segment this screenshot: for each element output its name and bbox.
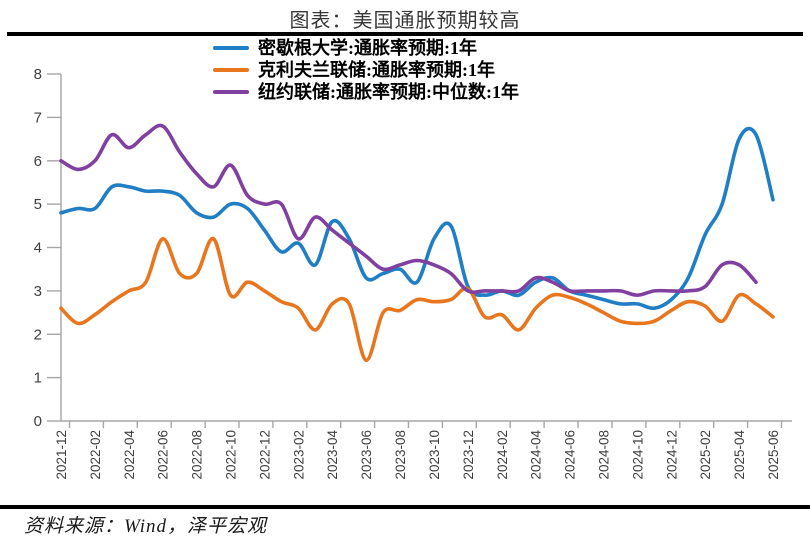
x-tick-label: 2023-06 [359, 430, 374, 480]
legend-label-nyfed: 纽约联储:通胀率预期:中位数:1年 [258, 82, 519, 102]
nyfed-line-swatch [213, 90, 249, 94]
y-tick-label: 3 [34, 283, 42, 300]
nyfed-series-line [59, 123, 758, 297]
x-tick-label: 2025-02 [698, 430, 713, 480]
cleveland-series-line [59, 236, 775, 363]
y-tick-label: 1 [34, 370, 42, 387]
x-tick-label: 2022-10 [224, 430, 239, 480]
x-tick-label: 2024-12 [664, 430, 679, 480]
x-tick-label: 2023-04 [325, 430, 340, 480]
y-tick-label: 0 [34, 413, 42, 430]
x-tick-label: 2023-08 [393, 430, 408, 480]
x-tick-label: 2022-12 [257, 430, 272, 480]
umich-line-swatch [213, 46, 249, 50]
legend: 密歇根大学:通胀率预期:1年 克利夫兰联储:通胀率预期:1年 纽约联储:通胀率预… [213, 37, 519, 103]
x-tick-label: 2025-04 [732, 430, 747, 480]
x-tick-label: 2024-02 [495, 430, 510, 480]
legend-item-umich: 密歇根大学:通胀率预期:1年 [213, 37, 519, 59]
umich-series-line [59, 126, 775, 311]
top-divider [7, 32, 803, 36]
x-tick-label: 2021-12 [54, 430, 69, 480]
x-tick-label: 2025-06 [766, 430, 781, 480]
legend-item-nyfed: 纽约联储:通胀率预期:中位数:1年 [213, 81, 519, 103]
y-axis: 0 1 2 3 4 5 6 7 8 [34, 66, 62, 430]
y-tick-label: 2 [34, 326, 42, 343]
cleveland-line-swatch [213, 68, 249, 72]
x-tick-label: 2022-02 [88, 430, 103, 480]
source-note: 资料来源：Wind，泽平宏观 [24, 516, 268, 537]
x-axis: 2021-12 2022-02 2022-04 2022-06 2022-08 2022-… [54, 420, 792, 480]
bottom-divider [0, 505, 810, 509]
legend-label-umich: 密歇根大学:通胀率预期:1年 [258, 38, 477, 58]
y-tick-label: 5 [34, 196, 42, 213]
legend-label-cleveland: 克利夫兰联储:通胀率预期:1年 [258, 60, 495, 80]
chart-title: 图表：美国通胀预期较高 [289, 10, 521, 32]
y-tick-label: 8 [34, 66, 42, 83]
x-tick-label: 2023-10 [427, 430, 442, 480]
x-tick-label: 2023-12 [461, 430, 476, 480]
x-tick-label: 2022-08 [190, 430, 205, 480]
y-tick-label: 6 [34, 153, 42, 170]
x-tick-label: 2024-06 [563, 430, 578, 480]
x-tick-label: 2022-04 [122, 430, 137, 480]
x-tick-label: 2024-10 [630, 430, 645, 480]
x-tick-label: 2024-04 [529, 430, 544, 480]
x-tick-label: 2023-02 [291, 430, 306, 480]
x-tick-label: 2022-06 [156, 430, 171, 480]
y-tick-label: 4 [34, 240, 42, 257]
y-tick-label: 7 [34, 109, 42, 126]
legend-item-cleveland: 克利夫兰联储:通胀率预期:1年 [213, 59, 519, 81]
x-tick-label: 2024-08 [597, 430, 612, 480]
